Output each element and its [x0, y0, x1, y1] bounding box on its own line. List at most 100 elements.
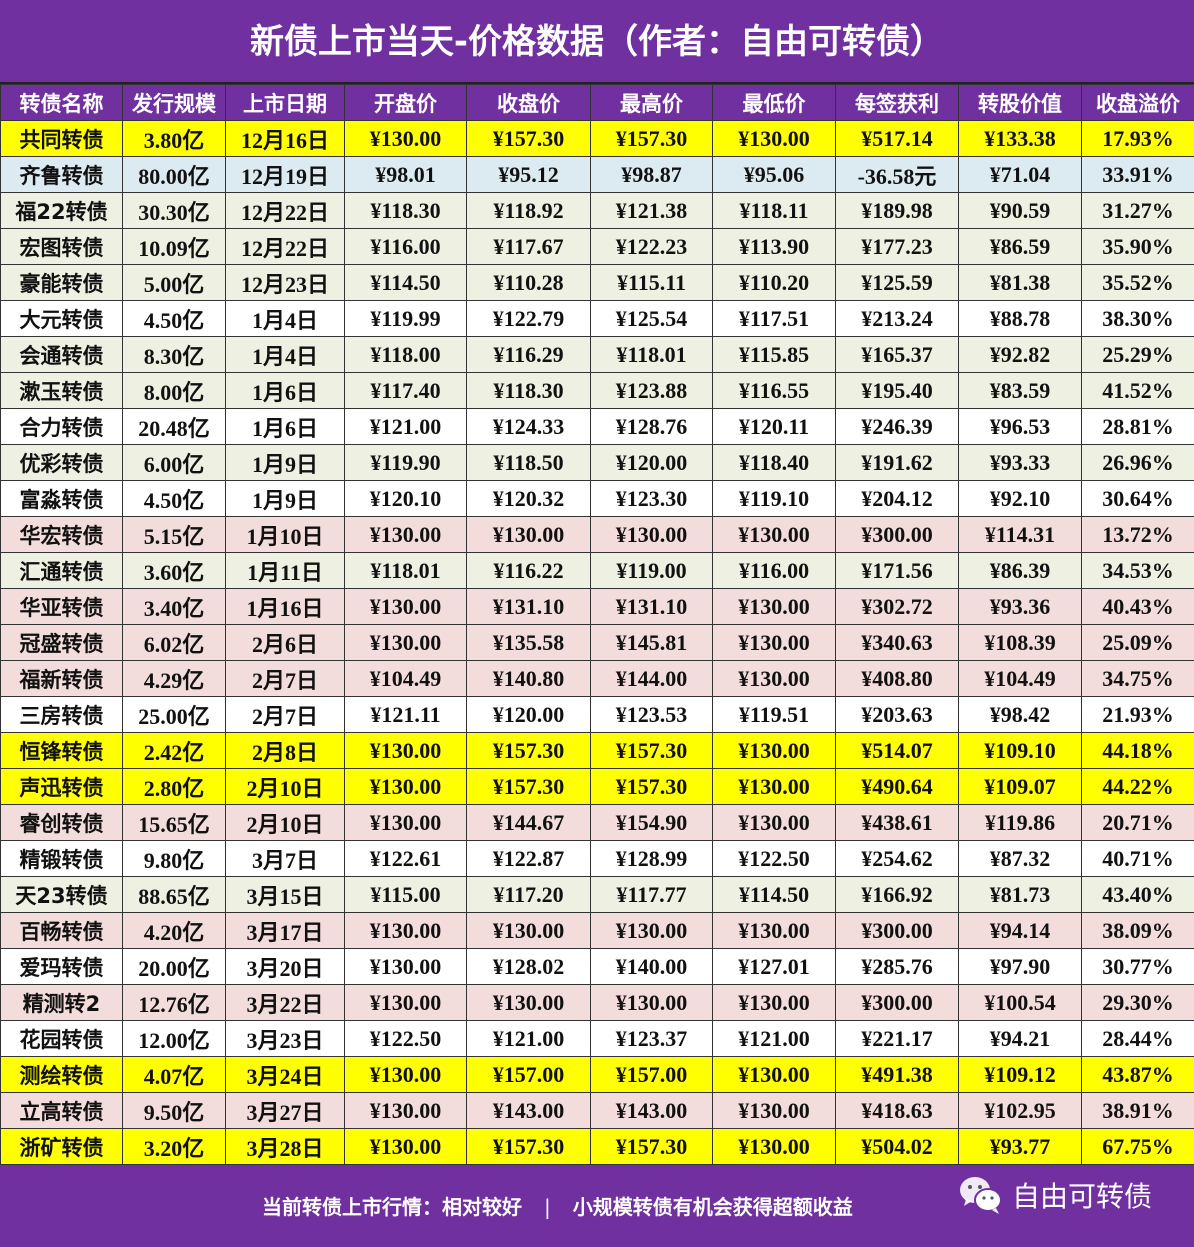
- table-cell: ¥120.10: [344, 480, 467, 517]
- table-cell: ¥120.00: [466, 696, 591, 733]
- table-cell: ¥213.24: [835, 300, 959, 337]
- table-cell: ¥120.32: [466, 480, 591, 517]
- table-cell: ¥154.90: [590, 804, 713, 841]
- table-cell: ¥491.38: [835, 1056, 959, 1093]
- table-cell: ¥117.67: [466, 228, 591, 265]
- table-cell: ¥135.58: [466, 624, 591, 661]
- table-cell: ¥130.00: [712, 624, 836, 661]
- bond-name-cell: 齐鲁转债: [0, 156, 123, 193]
- bond-name-cell: 豪能转债: [0, 264, 123, 301]
- table-cell: 20.00亿: [122, 948, 226, 985]
- table-cell: ¥119.99: [344, 300, 467, 337]
- table-cell: ¥157.30: [466, 1128, 591, 1165]
- footer-note-right: 小规模转债有机会获得超额收益: [572, 1195, 853, 1219]
- table-cell: 2月8日: [225, 732, 345, 769]
- table-cell: ¥130.00: [590, 984, 713, 1021]
- table-cell: ¥130.00: [712, 660, 836, 697]
- table-cell: 10.09亿: [122, 228, 226, 265]
- table-cell: ¥118.30: [344, 192, 467, 229]
- table-cell: ¥517.14: [835, 120, 959, 157]
- column-header: 收盘溢价: [1081, 84, 1194, 121]
- table-cell: 30.77%: [1081, 948, 1194, 985]
- table-cell: ¥144.00: [590, 660, 713, 697]
- table-row: 富淼转债 4.50亿 1月9日 ¥120.10 ¥120.32 ¥123.30 ¥119.1…: [0, 480, 1194, 517]
- table-cell: ¥123.30: [590, 480, 713, 517]
- table-row: 天23转债 88.65亿 3月15日 ¥115.00 ¥117.20 ¥117.77 ¥11…: [0, 876, 1194, 913]
- table-cell: ¥418.63: [835, 1092, 959, 1129]
- table-cell: 34.53%: [1081, 552, 1194, 589]
- table-cell: 4.07亿: [122, 1056, 226, 1093]
- bond-price-table: 转债名称 发行规模 上市日期 开盘价 收盘价 最高价 最低价 每签获利 转股价值 收盘溢价 共同转…: [0, 84, 1194, 1165]
- table-cell: ¥110.20: [712, 264, 836, 301]
- table-cell: ¥121.00: [344, 408, 467, 445]
- table-cell: ¥116.00: [344, 228, 467, 265]
- table-cell: ¥98.87: [590, 156, 713, 193]
- table-cell: ¥118.00: [344, 336, 467, 373]
- table-cell: ¥166.92: [835, 876, 959, 913]
- table-cell: ¥123.37: [590, 1020, 713, 1057]
- table-cell: 1月16日: [225, 588, 345, 625]
- table-cell: ¥114.31: [958, 516, 1082, 553]
- table-cell: ¥121.11: [344, 696, 467, 733]
- table-cell: 4.50亿: [122, 300, 226, 337]
- table-cell: ¥94.21: [958, 1020, 1082, 1057]
- column-header: 最高价: [590, 84, 713, 121]
- table-cell: ¥116.55: [712, 372, 836, 409]
- table-cell: 1月10日: [225, 516, 345, 553]
- table-cell: ¥117.40: [344, 372, 467, 409]
- table-cell: ¥127.01: [712, 948, 836, 985]
- table-cell: 20.71%: [1081, 804, 1194, 841]
- table-cell: ¥130.00: [344, 804, 467, 841]
- table-cell: ¥128.76: [590, 408, 713, 445]
- table-cell: ¥143.00: [590, 1092, 713, 1129]
- table-cell: ¥92.10: [958, 480, 1082, 517]
- table-cell: ¥104.49: [958, 660, 1082, 697]
- table-cell: ¥140.00: [590, 948, 713, 985]
- table-cell: 88.65亿: [122, 876, 226, 913]
- table-cell: 2月10日: [225, 804, 345, 841]
- bond-name-cell: 富淼转债: [0, 480, 123, 517]
- table-cell: ¥114.50: [344, 264, 467, 301]
- bond-name-cell: 福22转债: [0, 192, 123, 229]
- bond-name-cell: 华宏转债: [0, 516, 123, 553]
- table-cell: ¥118.40: [712, 444, 836, 481]
- table-cell: -36.58元: [835, 156, 959, 193]
- table-cell: ¥81.38: [958, 264, 1082, 301]
- table-cell: 8.30亿: [122, 336, 226, 373]
- bond-name-cell: 测绘转债: [0, 1056, 123, 1093]
- table-cell: ¥88.78: [958, 300, 1082, 337]
- table-cell: ¥118.30: [466, 372, 591, 409]
- table-cell: 3月22日: [225, 984, 345, 1021]
- table-cell: ¥130.00: [712, 588, 836, 625]
- table-cell: 25.09%: [1081, 624, 1194, 661]
- table-cell: ¥300.00: [835, 912, 959, 949]
- table-cell: ¥122.50: [344, 1020, 467, 1057]
- table-cell: 4.20亿: [122, 912, 226, 949]
- table-row: 豪能转债 5.00亿 12月23日 ¥114.50 ¥110.28 ¥115.11 ¥110…: [0, 264, 1194, 301]
- table-cell: ¥123.53: [590, 696, 713, 733]
- table-cell: 38.91%: [1081, 1092, 1194, 1129]
- table-cell: 25.29%: [1081, 336, 1194, 373]
- bond-name-cell: 汇通转债: [0, 552, 123, 589]
- bond-name-cell: 浙矿转债: [0, 1128, 123, 1165]
- table-header-row: 转债名称 发行规模 上市日期 开盘价 收盘价 最高价 最低价 每签获利 转股价值 收盘溢价: [0, 84, 1194, 121]
- table-cell: 3.80亿: [122, 120, 226, 157]
- table-cell: ¥130.00: [344, 516, 467, 553]
- page-title: 新债上市当天-价格数据（作者：自由可转债）: [0, 0, 1194, 84]
- table-body: 共同转债 3.80亿 12月16日 ¥130.00 ¥157.30 ¥157.30 ¥130…: [0, 120, 1194, 1165]
- table-cell: 5.00亿: [122, 264, 226, 301]
- table-row: 福新转债 4.29亿 2月7日 ¥104.49 ¥140.80 ¥144.00 ¥130.0…: [0, 660, 1194, 697]
- table-cell: ¥119.10: [712, 480, 836, 517]
- table-cell: 1月9日: [225, 480, 345, 517]
- table-cell: ¥144.67: [466, 804, 591, 841]
- table-cell: 29.30%: [1081, 984, 1194, 1021]
- table-cell: ¥118.11: [712, 192, 836, 229]
- table-cell: ¥98.42: [958, 696, 1082, 733]
- table-row: 花园转债 12.00亿 3月23日 ¥122.50 ¥121.00 ¥123.37 ¥121…: [0, 1020, 1194, 1057]
- table-cell: ¥130.00: [712, 768, 836, 805]
- table-cell: 15.65亿: [122, 804, 226, 841]
- table-cell: ¥130.00: [344, 1128, 467, 1165]
- table-cell: 1月9日: [225, 444, 345, 481]
- table-cell: ¥110.28: [466, 264, 591, 301]
- table-cell: ¥157.30: [466, 768, 591, 805]
